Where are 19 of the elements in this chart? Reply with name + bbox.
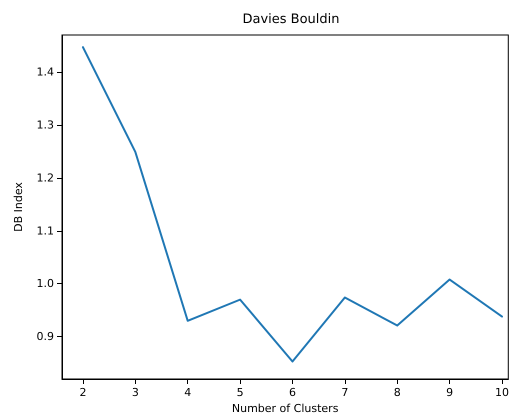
x-tick-label: 5: [236, 386, 244, 399]
x-axis-title: Number of Clusters: [232, 402, 339, 415]
x-tick-label: 2: [79, 386, 86, 399]
y-tick-label: 0.9: [36, 330, 54, 344]
y-tick-label: 1.2: [36, 171, 54, 184]
chart-title: Davies Bouldin: [242, 12, 340, 27]
x-tick-label: 10: [495, 386, 509, 399]
y-tick-label: 1.3: [36, 118, 54, 132]
line-series: [82, 46, 503, 363]
x-tick-label: 9: [446, 386, 454, 399]
y-tick-label: 1.0: [36, 277, 54, 290]
x-tick-label: 6: [288, 386, 296, 399]
x-tick-label: 3: [132, 386, 139, 399]
x-tick-label: 4: [184, 386, 192, 399]
y-tick-label: 1.1: [36, 224, 54, 238]
x-tick-label: 7: [341, 386, 348, 399]
x-tick-label: 8: [394, 386, 401, 399]
y-axis-title: DB Index: [12, 182, 25, 232]
y-tick-label: 1.4: [36, 66, 54, 79]
